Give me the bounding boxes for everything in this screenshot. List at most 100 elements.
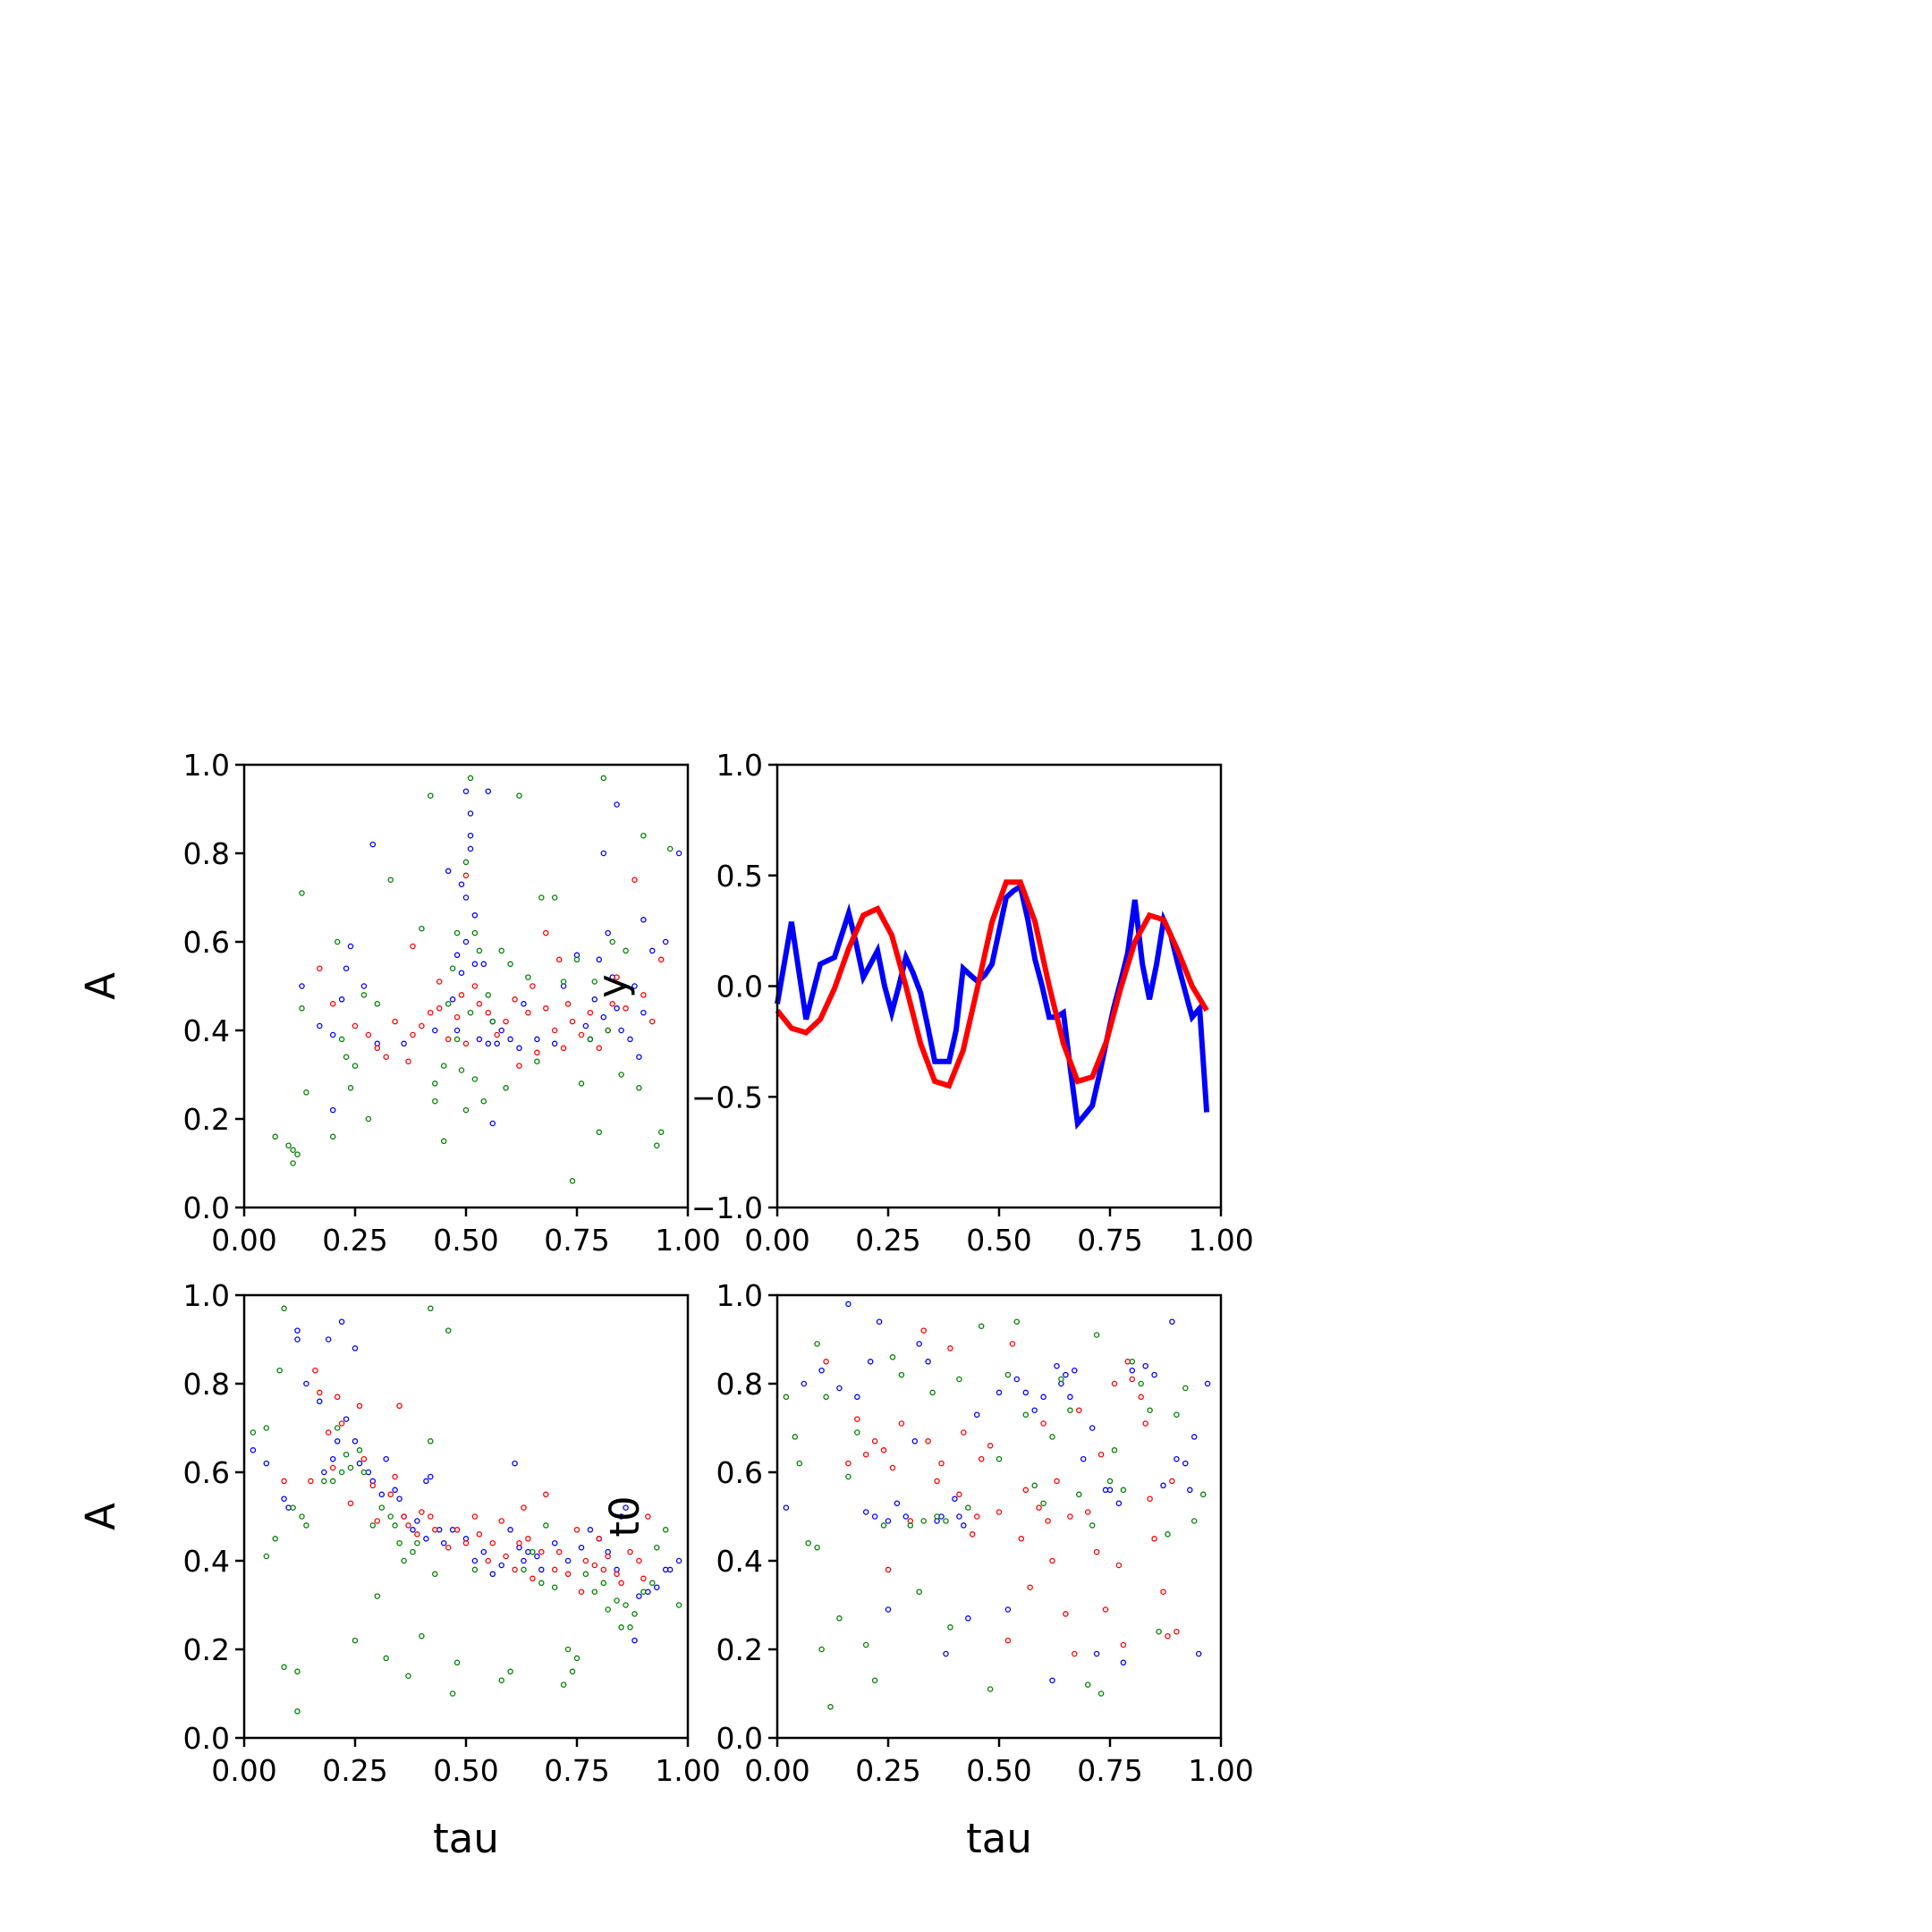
data-point — [294, 1668, 301, 1675]
series-1 — [823, 1327, 1180, 1657]
y-tick-label: 0.2 — [183, 1102, 230, 1137]
data-point — [560, 1682, 567, 1688]
data-point — [1111, 1380, 1118, 1387]
data-point — [600, 1580, 607, 1587]
data-point — [347, 1085, 354, 1091]
data-point — [1076, 1407, 1082, 1413]
data-point — [961, 1522, 967, 1529]
data-point — [401, 1040, 407, 1047]
data-point — [503, 1553, 509, 1560]
y-tick-label: 0.5 — [716, 859, 763, 894]
data-point — [272, 1133, 278, 1140]
x-tick-label: 0.25 — [322, 1753, 387, 1788]
data-point — [675, 1557, 682, 1564]
data-point — [836, 1615, 843, 1622]
data-point — [1151, 1536, 1157, 1542]
data-point — [365, 1115, 372, 1123]
data-point — [360, 992, 368, 998]
data-point — [1049, 1677, 1055, 1683]
data-point — [419, 925, 425, 932]
y-tick-label: 0.8 — [716, 1367, 763, 1402]
data-point — [929, 1389, 936, 1396]
data-point — [1084, 1509, 1091, 1515]
data-point — [449, 996, 456, 1003]
x-tick-label: 1.00 — [655, 1223, 720, 1258]
data-point — [818, 1367, 825, 1374]
data-point — [374, 1001, 381, 1007]
data-point — [449, 965, 456, 971]
data-point — [387, 877, 394, 883]
data-point — [356, 1447, 363, 1453]
data-point — [538, 1548, 545, 1555]
data-point — [1058, 1376, 1064, 1383]
data-point — [1169, 1478, 1175, 1485]
data-point — [666, 1566, 674, 1573]
data-point — [1129, 1359, 1136, 1365]
data-point — [854, 1394, 860, 1401]
data-point — [485, 1040, 492, 1047]
data-point — [334, 1425, 341, 1431]
data-point — [329, 1455, 336, 1462]
data-point — [1084, 1682, 1091, 1688]
data-point — [480, 1097, 487, 1105]
data-point — [636, 1593, 642, 1599]
data-point — [894, 1500, 901, 1506]
data-point — [453, 1036, 461, 1043]
data-point — [374, 1593, 381, 1599]
data-point — [551, 1027, 558, 1034]
data-point — [329, 1106, 336, 1114]
data-point — [392, 1473, 398, 1480]
data-point — [627, 1036, 633, 1043]
data-point — [614, 974, 620, 980]
data-point — [978, 1455, 985, 1462]
data-point — [631, 877, 638, 883]
data-point — [281, 1478, 287, 1485]
data-point — [462, 788, 470, 794]
data-point — [423, 1536, 429, 1542]
data-point — [640, 1009, 647, 1016]
data-point — [623, 1602, 629, 1608]
data-point — [480, 1548, 487, 1555]
y-tick-label: 0.6 — [183, 925, 230, 960]
x-tick-label: 0.25 — [855, 1753, 920, 1788]
data-point — [1040, 1500, 1046, 1506]
data-point — [854, 1416, 860, 1422]
data-point — [432, 1080, 438, 1087]
data-point — [525, 1009, 531, 1016]
data-point — [303, 1522, 309, 1529]
data-point — [1165, 1531, 1171, 1538]
series-line-1 — [775, 879, 1209, 1089]
data-point — [392, 1522, 398, 1529]
data-point — [453, 1027, 461, 1034]
data-point — [618, 1580, 624, 1587]
data-point — [591, 979, 598, 985]
subplot-bottom-right: 0.00 0.25 0.50 0.75 1.000.00.20.40.60.81.0t0… — [601, 1278, 1254, 1862]
x-tick-label: 0.25 — [855, 1223, 920, 1258]
data-point — [374, 1518, 381, 1524]
data-point — [675, 1602, 682, 1608]
data-point — [471, 1566, 479, 1573]
data-point — [614, 1571, 620, 1578]
data-point — [871, 1677, 878, 1683]
data-point — [587, 1527, 594, 1533]
data-point — [498, 1562, 504, 1569]
series-2 — [783, 1318, 1207, 1710]
data-point — [1147, 1407, 1153, 1413]
data-point — [428, 1438, 434, 1445]
data-point — [783, 1504, 790, 1511]
data-point — [814, 1341, 820, 1347]
y-tick-label: 1.0 — [183, 748, 230, 783]
data-point — [560, 1045, 567, 1052]
data-point — [534, 1036, 540, 1043]
data-point — [627, 1624, 633, 1631]
data-point — [614, 1597, 620, 1604]
data-point — [294, 1336, 301, 1343]
data-point — [1004, 1606, 1012, 1613]
data-point — [445, 1327, 452, 1334]
data-point — [943, 1650, 949, 1657]
data-point — [596, 1045, 603, 1052]
data-point — [369, 1522, 377, 1529]
data-point — [512, 996, 518, 1003]
data-point — [1120, 1487, 1127, 1494]
